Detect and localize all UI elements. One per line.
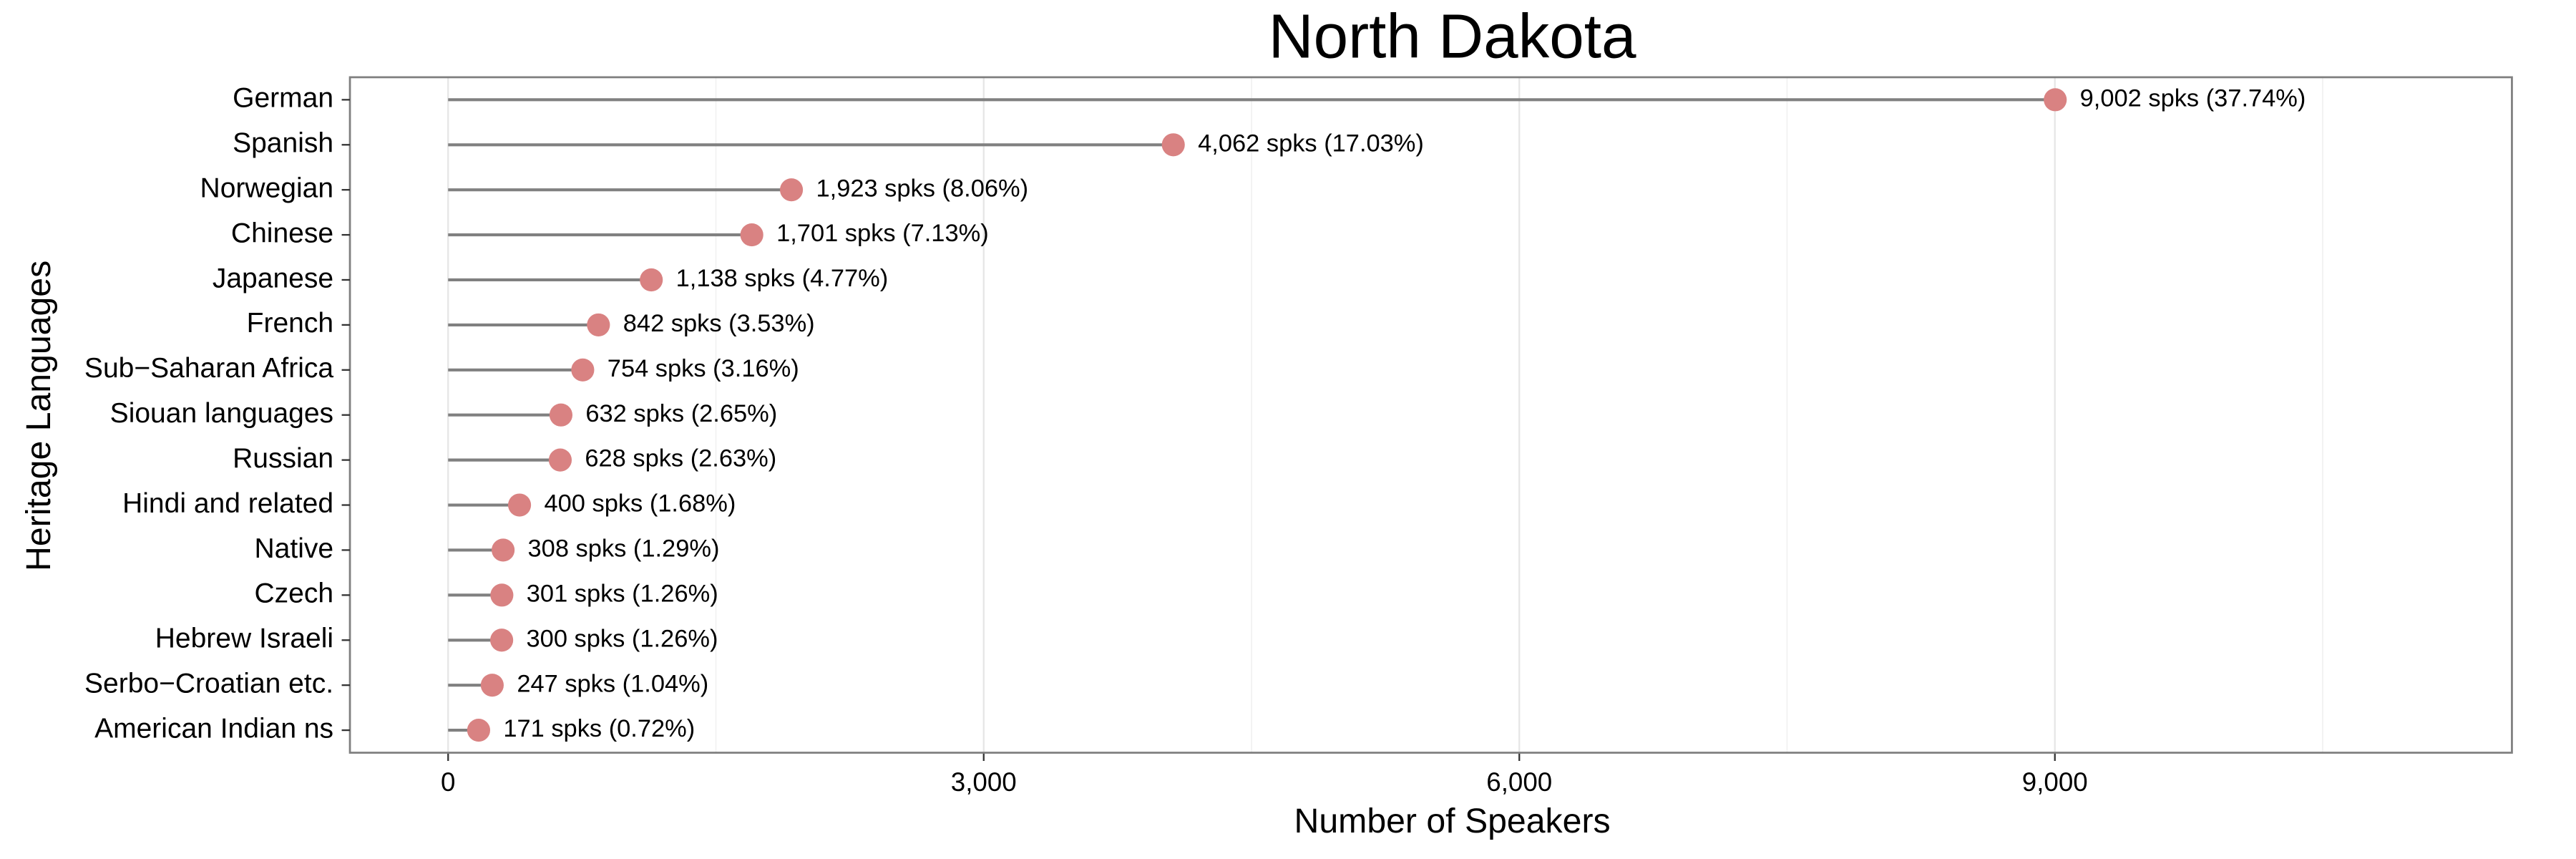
y-tick-label: Chinese bbox=[231, 218, 333, 248]
point bbox=[779, 178, 804, 202]
value-label: 308 spks (1.29%) bbox=[528, 535, 720, 563]
x-axis-title: Number of Speakers bbox=[1294, 802, 1611, 840]
y-tick-label: Japanese bbox=[213, 263, 333, 293]
y-axis-title: Heritage Languages bbox=[19, 261, 58, 571]
value-label: 300 spks (1.26%) bbox=[527, 625, 718, 652]
y-tick-label: Norwegian bbox=[200, 173, 334, 203]
point bbox=[480, 674, 504, 697]
point bbox=[492, 538, 515, 562]
y-tick-label: Serbo−Croatian etc. bbox=[84, 668, 333, 699]
value-label: 1,138 spks (4.77%) bbox=[676, 265, 889, 292]
value-label: 400 spks (1.68%) bbox=[544, 490, 736, 518]
y-tick-label: Hindi and related bbox=[122, 488, 333, 519]
value-label: 171 spks (0.72%) bbox=[503, 715, 695, 742]
point bbox=[490, 583, 514, 607]
point bbox=[490, 629, 514, 652]
x-tick-label: 0 bbox=[441, 767, 455, 797]
y-tick-label: Russian bbox=[233, 443, 333, 474]
y-tick-label: Spanish bbox=[233, 128, 333, 159]
value-label: 4,062 spks (17.03%) bbox=[1198, 130, 1424, 157]
y-tick-label: Czech bbox=[254, 578, 333, 609]
value-label: 632 spks (2.65%) bbox=[585, 400, 777, 427]
point bbox=[740, 223, 763, 247]
value-label: 754 spks (3.16%) bbox=[608, 355, 799, 382]
value-label: 842 spks (3.53%) bbox=[623, 310, 815, 337]
point bbox=[640, 268, 663, 292]
point bbox=[2044, 88, 2067, 112]
point bbox=[507, 493, 532, 517]
point bbox=[1161, 133, 1185, 157]
value-label: 9,002 spks (37.74%) bbox=[2080, 84, 2306, 112]
x-tick-label: 9,000 bbox=[2022, 767, 2088, 797]
y-tick-label: German bbox=[233, 83, 333, 114]
value-label: 1,701 spks (7.13%) bbox=[776, 220, 989, 247]
x-tick-label: 6,000 bbox=[1486, 767, 1552, 797]
y-tick-label: Sub−Saharan Africa bbox=[84, 353, 333, 384]
value-label: 628 spks (2.63%) bbox=[585, 445, 776, 472]
point bbox=[467, 718, 490, 742]
value-label: 301 spks (1.26%) bbox=[527, 580, 718, 607]
y-tick-label: Native bbox=[254, 533, 333, 564]
y-tick-label: Hebrew Israeli bbox=[155, 623, 333, 654]
y-tick-label: American Indian ns bbox=[94, 713, 333, 744]
point bbox=[571, 358, 595, 382]
point bbox=[548, 448, 572, 472]
point bbox=[549, 403, 573, 427]
y-tick-label: French bbox=[247, 308, 333, 339]
value-label: 247 spks (1.04%) bbox=[517, 670, 708, 697]
value-label: 1,923 spks (8.06%) bbox=[816, 175, 1028, 202]
chart-title: North Dakota bbox=[1269, 1, 1636, 71]
y-tick-label: Siouan languages bbox=[110, 398, 333, 429]
point bbox=[587, 313, 610, 336]
x-tick-label: 3,000 bbox=[951, 767, 1017, 797]
